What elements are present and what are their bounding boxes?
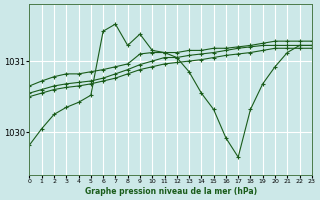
X-axis label: Graphe pression niveau de la mer (hPa): Graphe pression niveau de la mer (hPa) bbox=[84, 187, 257, 196]
